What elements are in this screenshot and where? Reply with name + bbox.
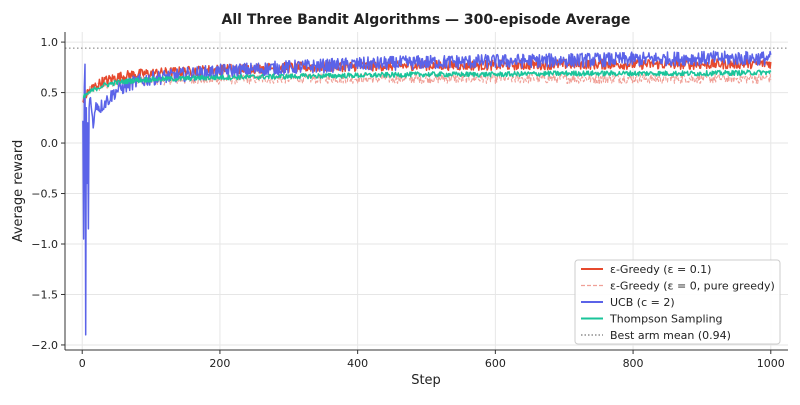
x-axis-label: Step (411, 373, 441, 388)
y-tick-label: −1.0 (31, 238, 58, 251)
y-tick-label: 0.0 (41, 137, 59, 150)
legend-box (574, 259, 781, 345)
x-tick-label: 0 (79, 357, 86, 370)
series-line-3 (82, 69, 772, 99)
x-tick-label: 200 (209, 357, 230, 370)
x-tick-label: 1000 (757, 357, 785, 370)
axes (64, 32, 788, 351)
chart-title: All Three Bandit Algorithms — 300-episod… (222, 12, 631, 28)
legend-label-3: Thompson Sampling (609, 313, 723, 326)
legend-label-4: Best arm mean (0.94) (610, 329, 731, 342)
x-tick-label: 800 (623, 357, 644, 370)
x-ticks: 0 200 400 600 800 1000 (79, 350, 785, 370)
y-tick-label: −0.5 (31, 188, 58, 201)
series-line-2 (82, 50, 772, 336)
legend-label-0: ε-Greedy (ε = 0.1) (610, 263, 711, 276)
series-group (82, 50, 772, 336)
x-tick-label: 600 (485, 357, 506, 370)
x-tick-label: 400 (347, 357, 368, 370)
y-ticks: 1.0 0.5 0.0 −0.5 −1.0 −1.5 −2.0 (31, 36, 65, 352)
legend: ε-Greedy (ε = 0.1) ε-Greedy (ε = 0, pure … (574, 259, 781, 345)
y-tick-label: −2.0 (31, 339, 58, 352)
y-tick-label: 1.0 (41, 36, 59, 49)
legend-label-1: ε-Greedy (ε = 0, pure greedy) (610, 280, 775, 293)
legend-label-2: UCB (c = 2) (610, 296, 675, 309)
y-tick-label: −1.5 (31, 288, 58, 301)
grid (65, 32, 788, 350)
series-line-1 (82, 72, 772, 101)
y-tick-label: 0.5 (41, 87, 59, 100)
y-axis-label: Average reward (11, 140, 26, 243)
